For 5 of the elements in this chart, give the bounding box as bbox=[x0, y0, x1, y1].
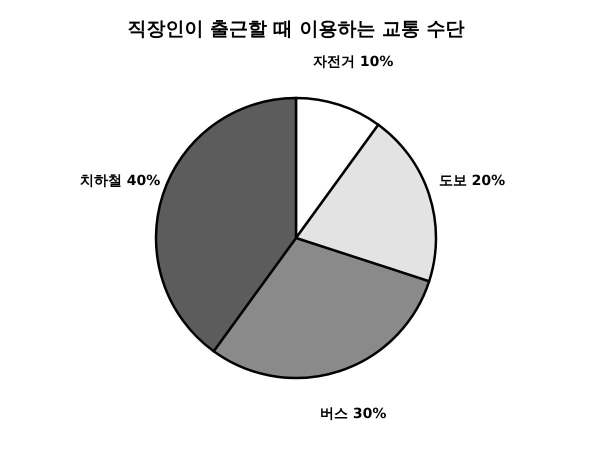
slice-label: 자전거 10% bbox=[312, 54, 394, 70]
slice-label: 치하철 40% bbox=[80, 172, 160, 189]
slice-label: 도보 20% bbox=[438, 172, 506, 189]
chart-title: 직장인이 출근할 때 이용하는 교통 수단 bbox=[127, 18, 465, 40]
slice-label: 버스 30% bbox=[320, 406, 386, 422]
